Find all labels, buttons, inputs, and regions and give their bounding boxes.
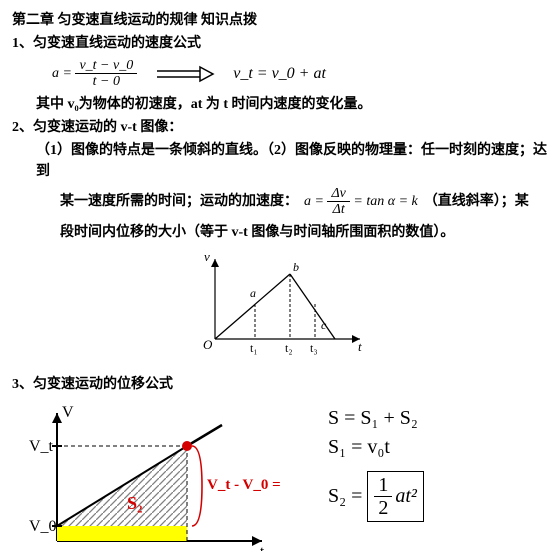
eq-s2-tail: at² [395, 485, 417, 508]
accel-post: = tan α = k [353, 191, 417, 212]
vt-triangle-chart: v t O a b c t₁ t₂ t₃ [12, 249, 548, 364]
eq-s2-lhs: S₂ = [328, 485, 362, 508]
section1-note: 其中 v₀为物体的初速度，at 为 t 时间内速度的变化量。 [12, 94, 548, 115]
sec2-line-b-text: 某一速度所需的时间；运动的加速度： [60, 191, 298, 212]
pt-b-label: b [293, 260, 299, 274]
axis-v-label: v [204, 249, 210, 264]
section2-heading: 2、匀变速运动的 v-t 图像： [12, 117, 548, 138]
eq-s2: S₂ = 1 2 at² [328, 471, 424, 522]
sec2-line-b: 某一速度所需的时间；运动的加速度： a = Δv Δt = tan α = k … [12, 186, 529, 218]
S2-label: S₂ [127, 493, 142, 513]
t1-label: t₁ [250, 341, 258, 355]
eq-a-num: v_t − v_0 [75, 58, 137, 74]
implies-arrow-icon [155, 65, 215, 83]
chapter-title: 第二章 匀变速直线运动的规律 知识点拨 [12, 10, 548, 31]
accel-num: Δv [327, 186, 349, 202]
displacement-chart: V t V_t V_0 S₂ V_t - V_0 = △V = at [12, 401, 282, 551]
section1-heading: 1、匀变速直线运动的速度公式 [12, 33, 548, 54]
sec2-line-a: （1）图像的特点是一条倾斜的直线。（2）图像反映的物理量：任一时刻的速度；达到 [12, 140, 548, 182]
accel-tail: （直线斜率）；某 [424, 191, 529, 212]
accel-pre: a = [304, 191, 324, 212]
axis-t2-label: t [260, 544, 265, 551]
brace-icon [192, 446, 202, 526]
accel-den: Δt [329, 202, 349, 217]
accel-def: a = v_t − v_0 t − 0 [52, 58, 137, 90]
t2-label: t₂ [285, 341, 293, 355]
Vt-label: V_t [29, 438, 54, 455]
velocity-eq: v_t = v_0 + at [233, 65, 326, 83]
eq-s-total: S = S₁ + S₂ [328, 407, 424, 430]
pt-c-label: c [321, 318, 327, 332]
axis-t-label: t [358, 339, 362, 354]
sec2-line-c: 段时间内位移的大小（等于 v-t 图像与时间轴所围面积的数值）。 [12, 222, 548, 243]
eq-s2-den: 2 [374, 497, 392, 519]
delta-v-label: V_t - V_0 = △V = at [207, 477, 282, 493]
eq-s2-num: 1 [374, 474, 392, 497]
axis-V-label: V [62, 404, 74, 421]
s1-bar [57, 526, 187, 541]
pt-a-label: a [250, 286, 256, 300]
eq-a-den: t − 0 [89, 74, 124, 89]
eq-a-lhs: a = [52, 66, 72, 82]
velocity-formula-row: a = v_t − v_0 t − 0 v_t = v_0 + at [12, 58, 548, 90]
origin-label: O [203, 337, 213, 352]
eq-s1: S₁ = v₀t [328, 436, 424, 459]
t3-label: t₃ [310, 341, 318, 355]
section3-heading: 3、匀变速运动的位移公式 [12, 374, 548, 395]
vt-dot-icon [182, 441, 192, 451]
accel-slope-eq: a = Δv Δt = tan α = k [304, 186, 418, 218]
